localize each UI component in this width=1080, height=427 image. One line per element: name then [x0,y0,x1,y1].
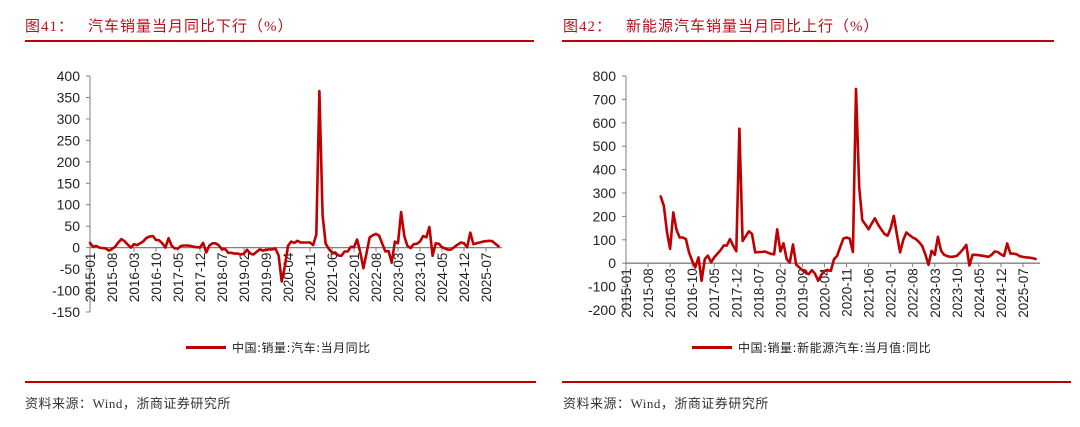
x-tick-label: 2023-03 [928,268,943,318]
x-tick-label: 2018-07 [751,268,766,318]
figure-41-label: 图41： [25,19,75,35]
x-tick-label: 2020-11 [303,253,318,302]
y-tick-label: 600 [593,115,617,131]
y-tick-label: -200 [588,302,616,318]
x-tick-label: 2019-02 [773,268,788,318]
figure-41-title: 图41： 汽车销量当月同比下行（%） [25,15,294,36]
y-tick-label: -50 [60,261,80,277]
x-tick-label: 2015-01 [619,268,634,318]
y-tick-label: 400 [593,162,617,178]
x-tick-label: 2017-05 [171,253,186,303]
figure-41-source: 资料来源：Wind，浙商证券研究所 [25,396,231,411]
x-tick-label: 2017-12 [193,253,208,303]
y-tick-label: -100 [588,279,616,295]
x-tick-label: 2016-03 [127,253,142,303]
x-tick-label: 2019-09 [795,268,810,318]
y-tick-label: 800 [593,68,617,84]
figure-41-bottom-rule [25,381,536,383]
x-tick-label: 2022-01 [347,253,362,303]
x-tick-label: 2016-10 [685,268,700,318]
y-tick-label: 400 [57,68,81,84]
y-tick-label: 200 [593,208,617,224]
x-tick-label: 2022-08 [906,268,921,318]
x-tick-label: 2021-06 [325,253,340,303]
figure-42-title-rule [562,40,1054,42]
x-tick-label: 2023-10 [950,268,965,318]
y-tick-label: 350 [57,89,81,105]
x-tick-label: 2022-08 [369,253,384,303]
x-tick-label: 2017-05 [707,268,722,318]
figure-42-title: 图42： 新能源汽车销量当月同比上行（%） [563,15,880,36]
x-tick-label: 2020-04 [818,268,833,318]
series-line [659,87,1037,283]
x-tick-label: 2015-08 [105,253,120,303]
y-tick-label: 50 [64,218,80,234]
x-tick-label: 2019-09 [259,253,274,303]
figure-42-bottom-rule [562,381,1071,383]
figure-41-legend-label: 中国:销量:汽车:当月同比 [232,340,371,355]
y-tick-label: 500 [593,138,617,154]
x-tick-label: 2023-03 [391,253,406,303]
x-tick-label: 2024-05 [435,253,450,303]
figure-42-source: 资料来源：Wind，浙商证券研究所 [563,396,769,411]
figure-41-title-text: 汽车销量当月同比下行（%） [88,19,294,35]
y-tick-label: 700 [593,91,617,107]
y-tick-label: 0 [72,240,80,256]
x-tick-label: 2020-11 [840,268,855,317]
x-tick-label: 2015-01 [83,253,98,303]
y-tick-label: 0 [608,255,616,271]
x-tick-label: 2018-07 [215,253,230,303]
x-tick-label: 2024-12 [994,268,1009,318]
y-tick-label: -150 [52,304,80,320]
y-tick-label: -100 [52,283,80,299]
x-tick-label: 2022-01 [884,268,899,318]
x-tick-label: 2024-05 [972,268,987,318]
y-tick-label: 250 [57,132,81,148]
x-tick-label: 2024-12 [457,253,472,303]
x-tick-label: 2019-02 [237,253,252,303]
y-tick-label: 100 [593,232,617,248]
x-tick-label: 2021-06 [862,268,877,318]
figure-42-title-text: 新能源汽车销量当月同比上行（%） [626,19,880,35]
y-tick-label: 200 [57,154,81,170]
figure-42-label: 图42： [563,19,613,35]
figure-42-legend: 中国:销量:新能源汽车:当月值:同比 [692,338,931,356]
x-tick-label: 2015-08 [641,268,656,318]
legend-line-swatch-icon [692,345,732,349]
x-tick-label: 2023-10 [413,253,428,303]
y-tick-label: 300 [57,111,81,127]
figure-41-title-rule [25,40,534,42]
figure-41-legend: 中国:销量:汽车:当月同比 [186,338,371,356]
y-tick-label: 100 [57,197,81,213]
x-tick-label: 2016-03 [663,268,678,318]
y-tick-label: 300 [593,185,617,201]
x-tick-label: 2025-07 [1016,268,1031,318]
figure-42-legend-label: 中国:销量:新能源汽车:当月值:同比 [738,340,932,355]
x-tick-label: 2025-07 [479,253,494,303]
series-line [88,89,500,283]
x-tick-label: 2016-10 [149,253,164,303]
y-tick-label: 150 [57,175,81,191]
legend-line-swatch-icon [186,345,226,349]
x-tick-label: 2017-12 [729,268,744,318]
